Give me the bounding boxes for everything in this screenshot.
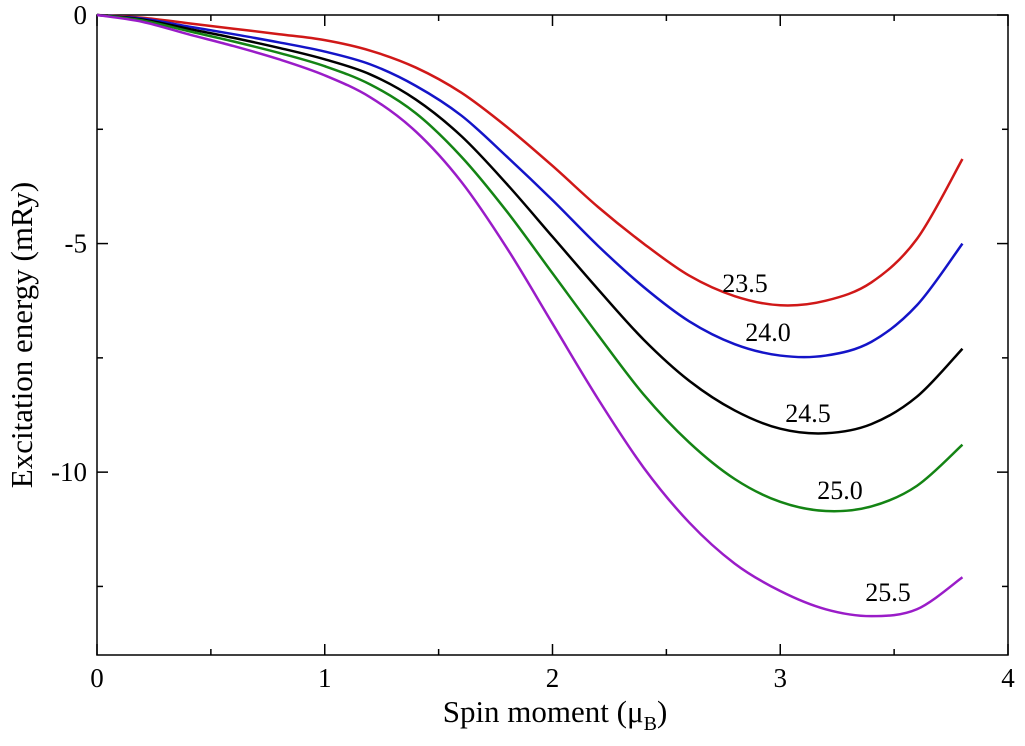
x-label-subscript: B [644, 713, 657, 735]
x-tick-label: 1 [318, 663, 332, 693]
x-tick-label: 2 [546, 663, 560, 693]
x-tick-label: 4 [1001, 663, 1015, 693]
y-axis-label: Excitation energy (mRy) [4, 182, 39, 488]
plot-frame [96, 14, 1009, 656]
y-tick-label: -5 [65, 229, 88, 259]
y-tick-label: -10 [51, 457, 87, 487]
series-label: 25.5 [865, 578, 911, 607]
series-line [96, 13, 964, 618]
series-line [96, 13, 964, 513]
y-tick-label: 0 [74, 0, 88, 30]
series-label: 24.0 [745, 318, 791, 347]
x-label-end: ) [657, 694, 667, 729]
series-label: 23.5 [722, 269, 768, 298]
x-axis-label: Spin moment (μB) [443, 694, 668, 735]
series-line [96, 13, 964, 435]
series-label: 25.0 [817, 476, 863, 505]
series-line [96, 13, 964, 359]
x-tick-label: 3 [774, 663, 788, 693]
series-line [96, 13, 964, 307]
x-label-text: Spin moment (μ [443, 694, 644, 729]
x-tick-label: 0 [90, 663, 104, 693]
series-label: 24.5 [785, 399, 831, 428]
